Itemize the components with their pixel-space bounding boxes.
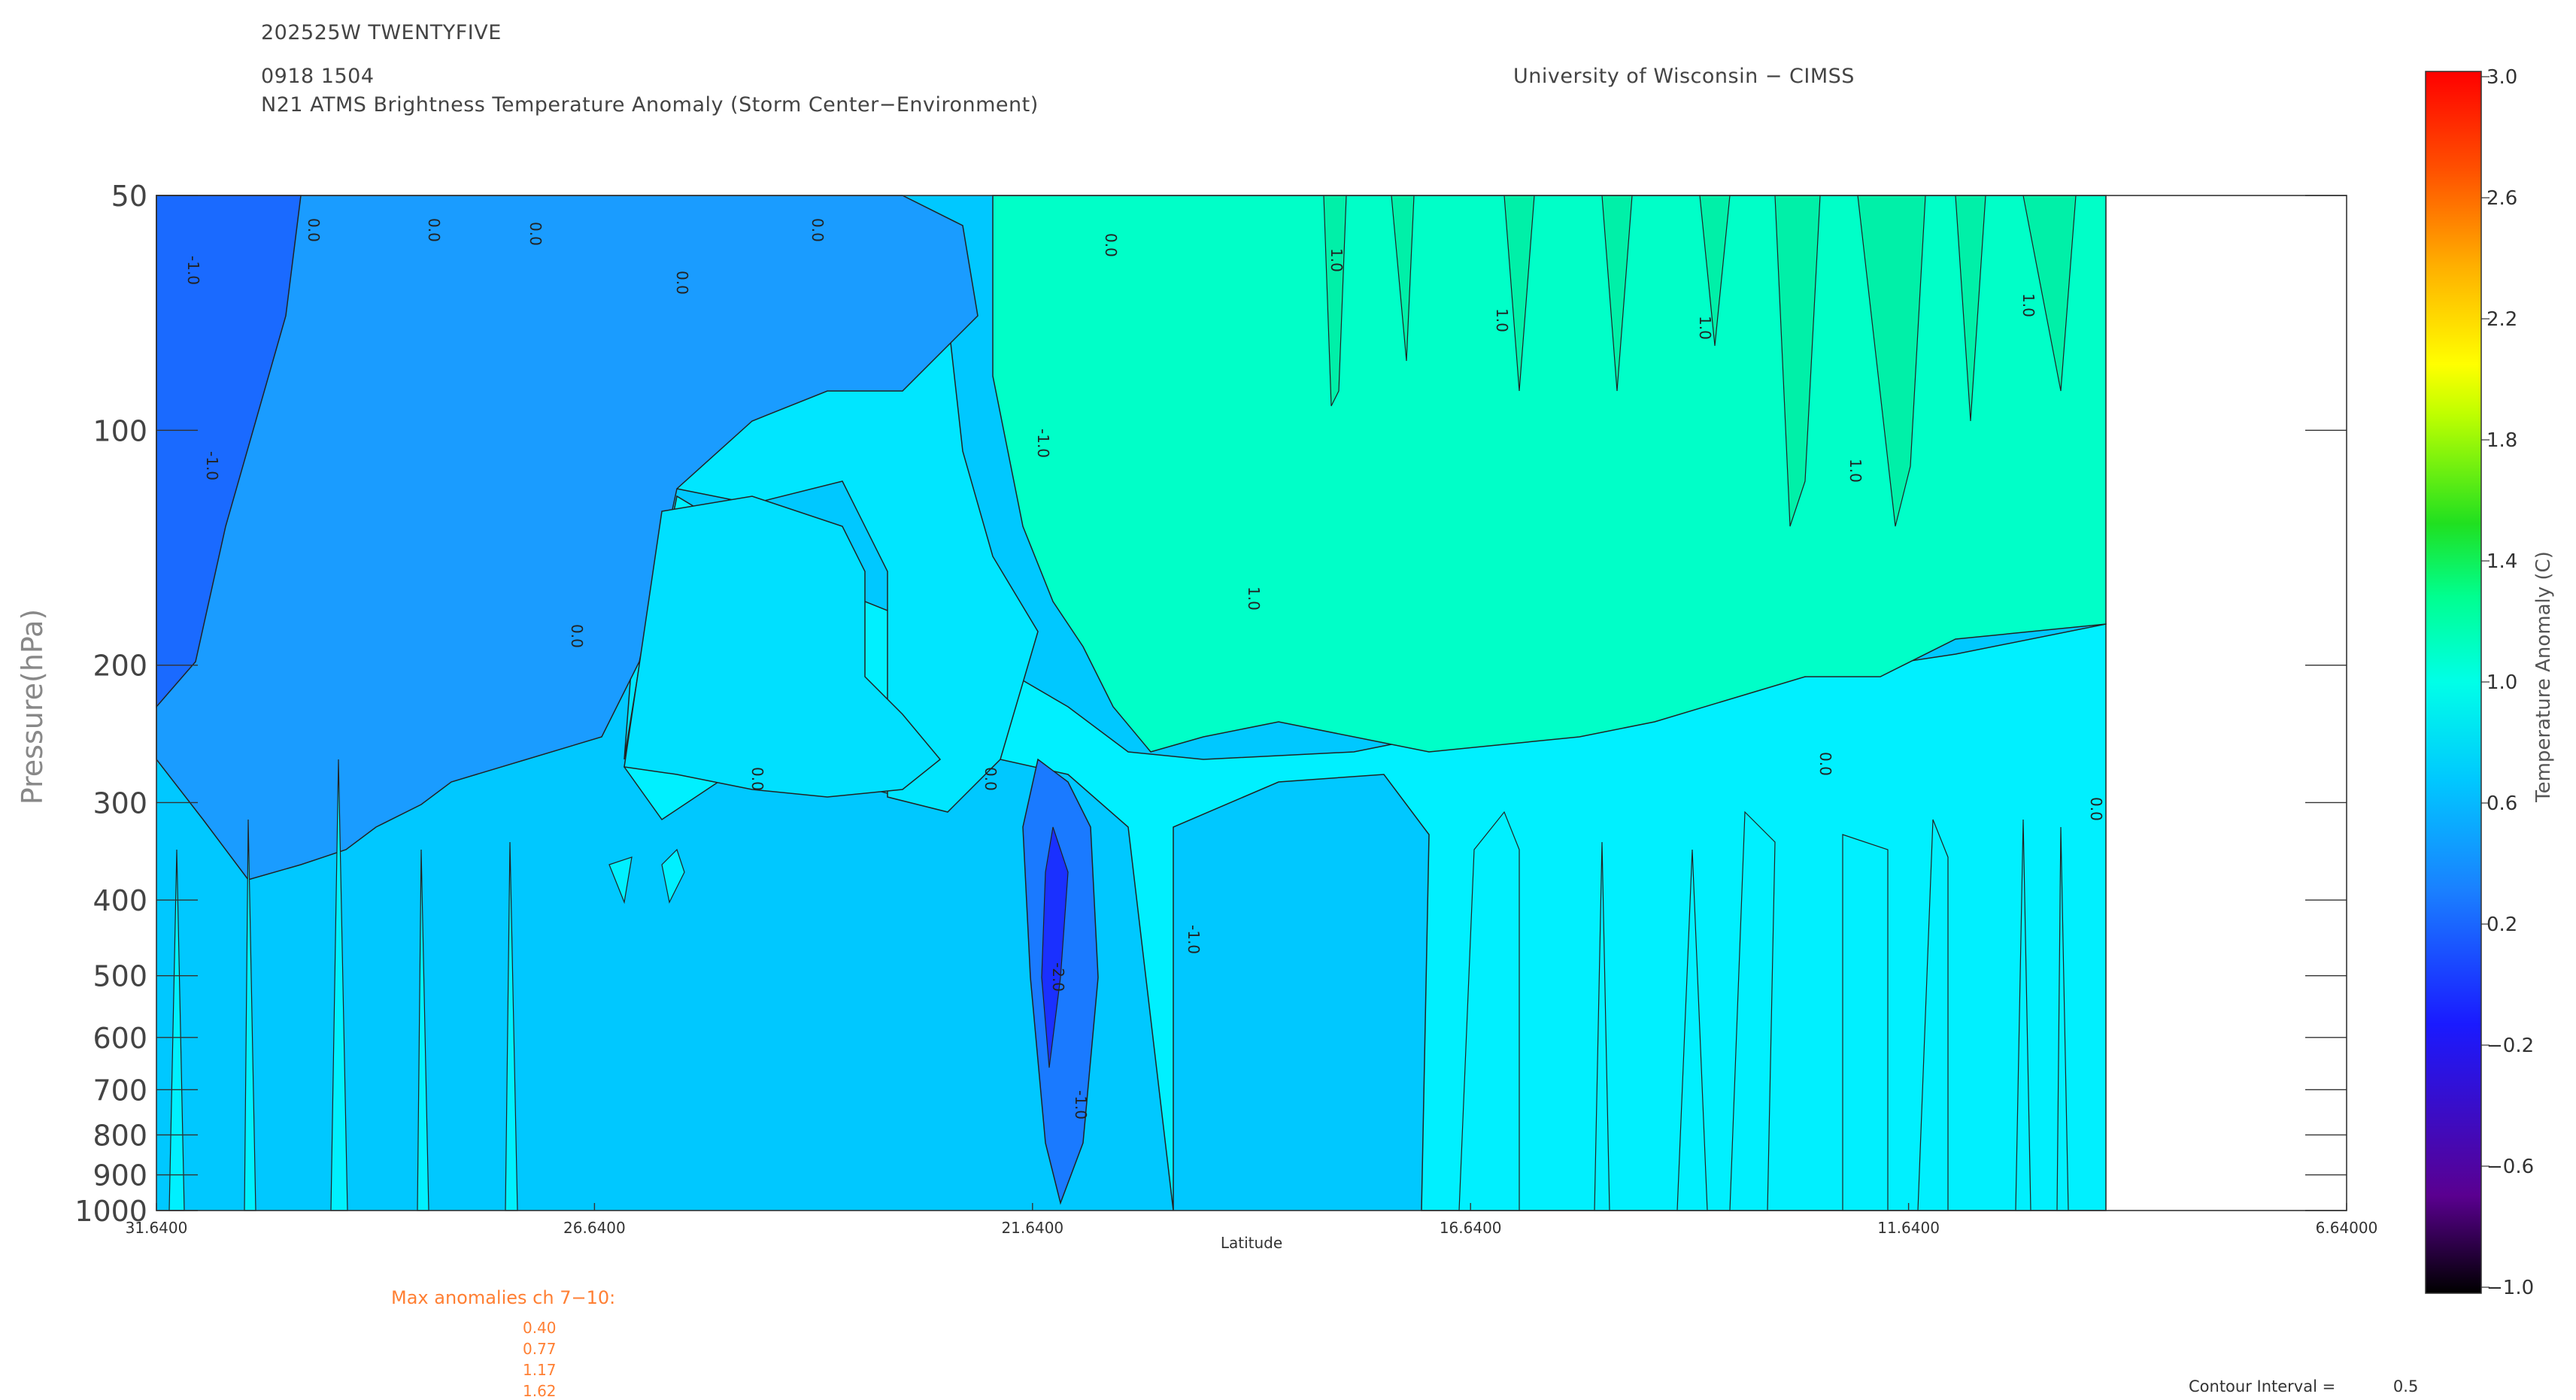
colorbar-tick-label: 1.0	[2486, 671, 2517, 694]
contour-label: -1.0	[184, 256, 202, 285]
x-tick-label: 16.6400	[1440, 1219, 1502, 1237]
field-west-pale	[624, 495, 942, 798]
x-axis-title: Latitude	[1221, 1234, 1282, 1252]
field-core-deep	[1041, 826, 1069, 1068]
contour-label: 0.0	[1816, 752, 1834, 776]
colorbar-tick-label: −1.0	[2486, 1277, 2534, 1299]
institution: University of Wisconsin − CIMSS	[1513, 65, 1855, 88]
y-axis-title: Pressure(hPa)	[16, 609, 49, 805]
contour-label: 0.0	[1102, 233, 1120, 257]
contour-label: 0.0	[568, 624, 586, 648]
colorbar-tick-label: 2.2	[2486, 308, 2517, 331]
colorbar-tick-label: 0.6	[2486, 792, 2517, 815]
colorbar-title: Temperature Anomaly (C)	[2532, 551, 2555, 803]
y-tick-label: 600	[93, 1022, 147, 1055]
y-tick-label: 1000	[74, 1195, 147, 1228]
contour-label: 1.0	[2019, 293, 2037, 317]
contour-label: 1.0	[1245, 586, 1263, 611]
contour-interval-value: 0.5	[2392, 1377, 2419, 1395]
field-west-upper	[156, 195, 979, 880]
contour-label: 0.0	[526, 222, 545, 246]
field-west-cold	[156, 195, 302, 709]
y-tick-label: 100	[93, 414, 147, 447]
max-anomalies: Max anomalies ch 7−10: 0.40 0.77 1.17 1.…	[391, 1287, 616, 1400]
contour-label: 1.0	[1327, 248, 1346, 272]
x-axis: 31.6400 26.6400 21.6400 16.6400 11.6400 6.640…	[126, 1203, 2378, 1237]
max-anomaly-ch10: 1.62	[523, 1382, 557, 1400]
x-tick-label: 26.6400	[563, 1219, 626, 1237]
contour-label: -1.0	[203, 451, 221, 480]
plot-frame	[156, 195, 2347, 1211]
colorbar-tick-label: 3.0	[2486, 66, 2517, 89]
y-tick-label: 300	[93, 786, 147, 820]
contour-label: 0.0	[809, 218, 827, 242]
contour-labels: -1.0 0.0 0.0 0.0 0.0 0.0 0.0 1.0 1.0 1.0 1.0 -1.0 0.…	[184, 218, 2105, 1120]
contour-label: -2.0	[1049, 962, 1067, 992]
max-anomaly-ch7: 0.40	[523, 1319, 557, 1337]
contour-label: 0.0	[748, 767, 766, 791]
contour-label: 1.0	[1696, 316, 1714, 340]
max-anomaly-ch8: 0.77	[523, 1340, 557, 1358]
field-east-upper	[992, 195, 2107, 753]
contour-label: -1.0	[1034, 429, 1052, 458]
product-title: N21 ATMS Brightness Temperature Anomaly …	[261, 93, 1039, 117]
contour-label: 1.0	[1846, 459, 1864, 483]
contour-label: 0.0	[305, 218, 323, 242]
datetime: 0918 1504	[261, 65, 375, 88]
contour-label: -1.0	[1072, 1090, 1090, 1120]
contour-label: 0.0	[425, 218, 443, 242]
y-tick-label: 50	[111, 180, 147, 213]
max-anomalies-title: Max anomalies ch 7−10:	[391, 1287, 616, 1308]
colorbar-tick-label: 1.8	[2486, 429, 2517, 452]
contour-interval: Contour Interval = 0.5	[2189, 1377, 2418, 1395]
contour-label: 0.0	[2087, 797, 2105, 821]
colorbar-tick-label: −0.6	[2486, 1156, 2534, 1178]
x-tick-label: 31.6400	[126, 1219, 188, 1237]
y-tick-label: 500	[93, 960, 147, 993]
contour-label: 1.0	[1493, 308, 1511, 332]
colorbar-tick-label: 2.6	[2486, 187, 2517, 210]
y-tick-label: 800	[93, 1119, 147, 1152]
x-tick-label: 6.64000	[2316, 1219, 2378, 1237]
field-lower-streaks	[168, 759, 2069, 1211]
y-tick-label: 900	[93, 1159, 147, 1192]
colorbar-tick-label: 1.4	[2486, 550, 2517, 573]
y-tick-label: 200	[93, 650, 147, 683]
x-tick-label: 11.6400	[1877, 1219, 1940, 1237]
max-anomaly-ch9: 1.17	[523, 1361, 557, 1379]
y-tick-label: 400	[93, 884, 147, 917]
colorbar	[2426, 71, 2481, 1293]
contour-label: -1.0	[1185, 925, 1203, 954]
x-tick-label: 21.6400	[1001, 1219, 1063, 1237]
colorbar-tick-label: −0.2	[2486, 1035, 2534, 1057]
colorbar-tick-label: 0.2	[2486, 914, 2517, 936]
storm-id: 202525W TWENTYFIVE	[261, 21, 502, 44]
field-core-cold	[1022, 758, 1099, 1205]
contour-label: 0.0	[982, 767, 1000, 791]
anomaly-field	[156, 195, 2107, 1211]
colorbar-ticks: 3.0 2.6 2.2 1.8 1.4 1.0 0.6 0.2 −0.2 −0.6 −1.0	[2481, 66, 2534, 1299]
contour-interval-label: Contour Interval =	[2189, 1377, 2336, 1395]
y-tick-label: 700	[93, 1074, 147, 1107]
contour-label: 0.0	[673, 271, 691, 295]
